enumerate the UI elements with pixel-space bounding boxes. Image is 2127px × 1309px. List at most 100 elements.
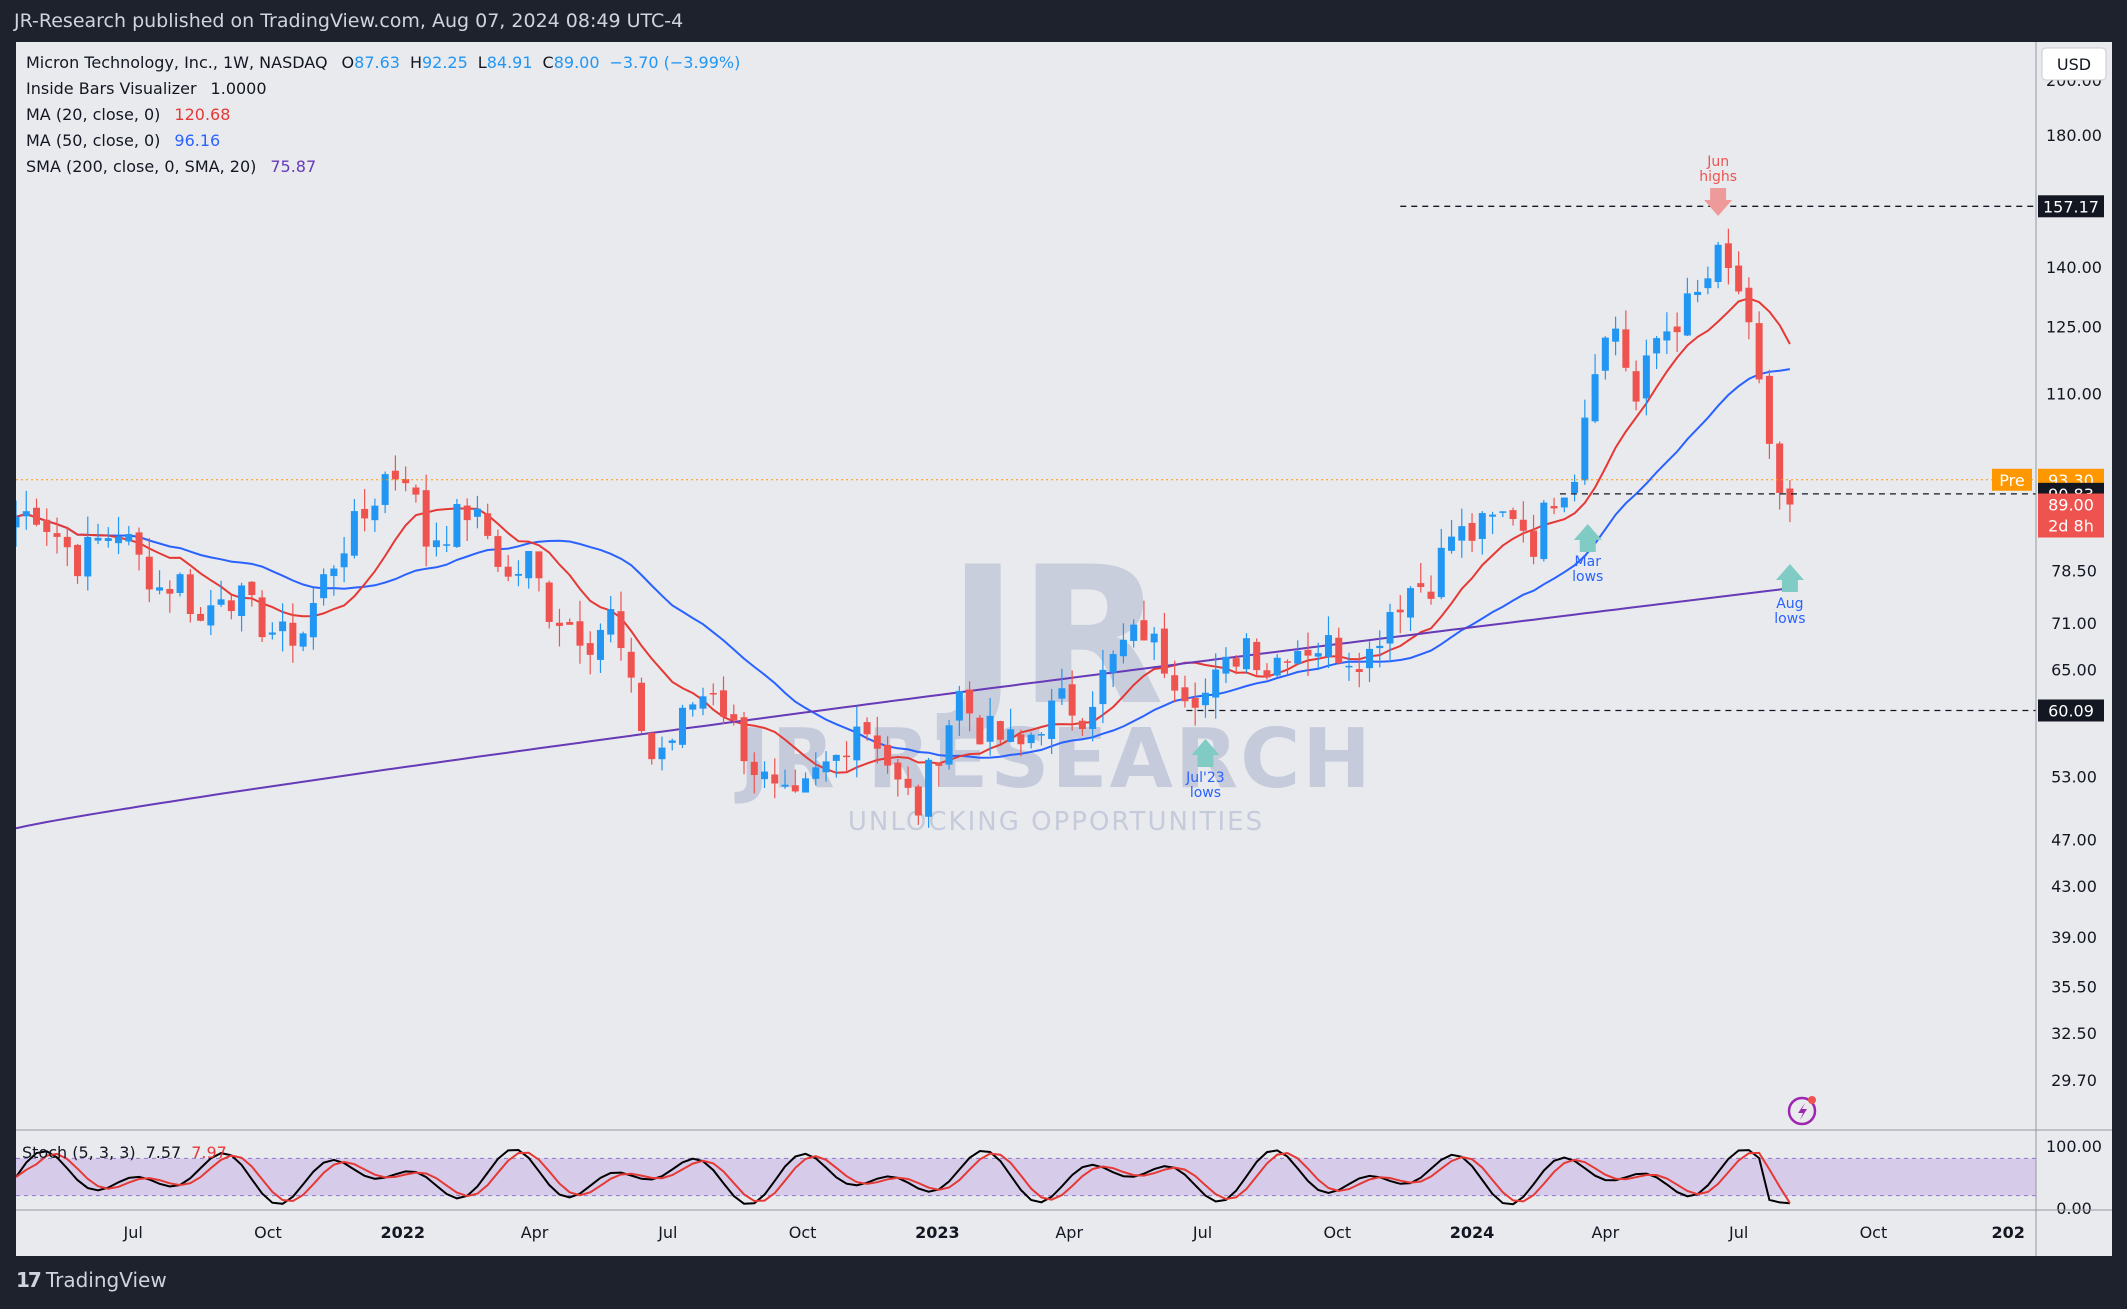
candle-body <box>279 621 287 632</box>
candle-body <box>1130 624 1138 641</box>
candle-body <box>668 740 676 743</box>
candle-body <box>894 762 902 780</box>
candle-body <box>812 767 820 779</box>
candle-body <box>1140 620 1148 641</box>
svg-text:MA (20, close, 0)120.68: MA (20, close, 0) 120.68 <box>26 105 230 124</box>
svg-text:Micron Technology, Inc., 1W, N: Micron Technology, Inc., 1W, NASDAQ O87.6… <box>26 53 740 72</box>
candle-body <box>1017 734 1025 745</box>
candle-body <box>648 732 656 760</box>
price-tick-label: 78.50 <box>2051 561 2097 580</box>
candle-body <box>791 785 799 792</box>
candle-body <box>1304 649 1312 656</box>
candle-body <box>1560 497 1568 508</box>
candle-body <box>1530 530 1538 557</box>
candle-body <box>391 470 399 480</box>
candle-body <box>730 714 738 721</box>
time-axis[interactable]: Jul Oct 2022 Apr Jul Oct 2023 Apr Jul Oct 2024 Apr J… <box>123 1223 2025 1242</box>
candle-body <box>340 553 348 568</box>
candle-body <box>1427 591 1435 599</box>
candle-body <box>22 511 30 517</box>
candle-body <box>1037 734 1045 736</box>
candle-body <box>1704 278 1712 289</box>
candle-body <box>822 761 830 773</box>
candle-body <box>1458 526 1466 541</box>
time-tick-label: Oct <box>254 1223 282 1242</box>
candle-body <box>1407 588 1415 618</box>
legend-ma20-name: MA (20, close, 0) <box>26 105 160 124</box>
candle-body <box>1222 656 1230 674</box>
candle-body <box>350 511 358 556</box>
candle-body <box>914 786 922 816</box>
price-tick-label: 140.00 <box>2046 258 2102 277</box>
candle-body <box>1007 729 1015 742</box>
candle-body <box>596 629 604 660</box>
annotation-jun-highs-arrow <box>1704 188 1733 216</box>
candle-body <box>371 505 379 521</box>
candle-body <box>535 551 543 579</box>
candle-body <box>494 536 502 567</box>
candle-body <box>207 605 215 626</box>
price-tick-label: 29.70 <box>2051 1071 2097 1090</box>
candle-body <box>545 582 553 622</box>
candle-body <box>1673 326 1681 333</box>
svg-text:MA (50, close, 0)96.16: MA (50, close, 0) 96.16 <box>26 131 220 150</box>
candle-body <box>1150 633 1158 643</box>
tradingview-logo-icon: 17 <box>16 1268 42 1292</box>
candle-body <box>12 516 20 528</box>
candle-body <box>1366 648 1374 669</box>
candle-body <box>1550 505 1558 509</box>
currency-button[interactable]: USD <box>2041 47 2107 81</box>
candle-body <box>1201 692 1209 706</box>
candle-body <box>1335 637 1343 664</box>
price-tick-label: 32.50 <box>2051 1024 2097 1043</box>
chart-frame[interactable]: JR JR RESEARCH UNLOCKING OPPORTUNITIES 1… <box>12 42 2112 1256</box>
ma50-line <box>15 368 1791 759</box>
candle-body <box>268 632 276 635</box>
candle-body <box>1755 323 1763 380</box>
candle-body <box>217 599 225 605</box>
price-tick-label: 43.00 <box>2051 877 2097 896</box>
candle-body <box>1345 665 1353 668</box>
candle-body <box>1160 628 1168 674</box>
time-tick-label: Oct <box>789 1223 817 1242</box>
candle-body <box>1612 328 1620 342</box>
candle-body <box>1242 638 1250 670</box>
candle-body <box>463 505 471 521</box>
candle-body <box>1273 657 1281 676</box>
candle-body <box>227 600 235 612</box>
legend-ma50-name: MA (50, close, 0) <box>26 131 160 150</box>
time-tick-label: Jul <box>1192 1223 1212 1242</box>
annotation-jun-highs-text: Jun <box>1706 154 1729 170</box>
tag-low-label: 60.09 <box>2048 701 2094 720</box>
price-tick-label: 125.00 <box>2046 317 2102 336</box>
candle-body <box>1663 331 1671 341</box>
annotation-mar-lows-text: Mar <box>1575 554 1602 570</box>
candle-body <box>473 508 481 517</box>
legend-low: 84.91 <box>487 53 533 72</box>
candle-body <box>125 534 133 542</box>
tradingview-brand: TradingView <box>45 1268 167 1292</box>
candle-body <box>1581 417 1589 481</box>
candle-body <box>1776 443 1784 493</box>
candle-body <box>904 778 912 788</box>
price-axis[interactable]: 200.00180.00140.00125.00110.0078.5071.00… <box>2046 71 2102 1090</box>
candle-body <box>1724 243 1732 269</box>
candle-body <box>1632 371 1640 402</box>
candles <box>12 228 1794 828</box>
candle-body <box>1591 374 1599 422</box>
annotation-aug-lows-text: Aug <box>1776 596 1803 612</box>
candle-body <box>678 707 686 745</box>
candle-body <box>443 544 451 546</box>
candle-body <box>955 690 963 721</box>
tradingview-logo[interactable]: 17 TradingView <box>16 1268 167 1292</box>
chart-svg[interactable]: JR JR RESEARCH UNLOCKING OPPORTUNITIES 1… <box>12 42 2112 1256</box>
candle-body <box>84 536 92 577</box>
candle-body <box>1509 510 1517 520</box>
lightning-icon[interactable] <box>1787 1096 1817 1126</box>
stoch-pane[interactable]: 100.00 0.00 <box>15 1137 2102 1218</box>
candle-body <box>627 651 635 678</box>
legend: Micron Technology, Inc., 1W, NASDAQ O87.6… <box>26 53 740 176</box>
candle-body <box>802 778 810 793</box>
